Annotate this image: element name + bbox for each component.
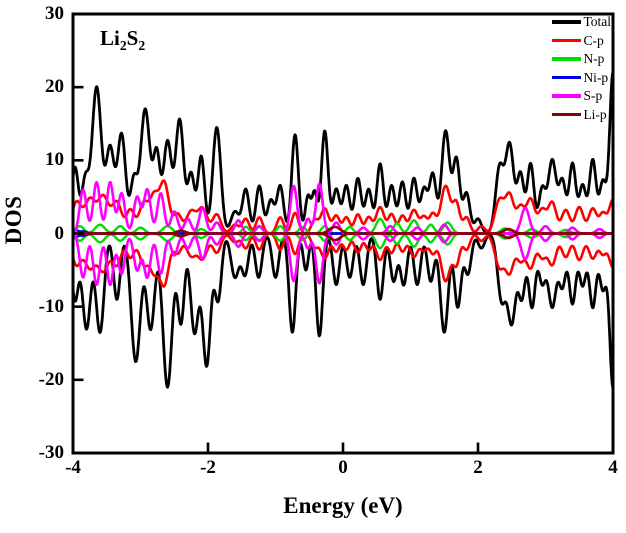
legend-item-s-p: S-p [552, 89, 611, 103]
y-tick-label-10: 10 [45, 149, 64, 171]
legend-line-sample [552, 38, 582, 43]
legend-item-ni-p: Ni-p [552, 69, 611, 85]
legend-label: S-p [583, 88, 603, 103]
legend-line-sample [552, 75, 582, 80]
legend-item-c-p: C-p [552, 32, 611, 48]
legend-item-n-p: N-p [552, 52, 611, 66]
legend-line-sample [552, 57, 582, 61]
dos-curves [74, 72, 612, 389]
legend-item-total: Total [552, 15, 611, 29]
y-tick-label--10: -10 [38, 295, 64, 317]
legend-label: Ni-p [583, 69, 609, 85]
series-total-spin-up [74, 72, 612, 234]
legend-label: C-p [583, 32, 604, 48]
legend-line-sample [552, 20, 582, 24]
x-tick-label-4: 4 [608, 457, 618, 478]
system-formula-label: Li2S2 [100, 26, 146, 54]
series-s-p-spin-down [74, 232, 612, 287]
legend-line-sample [552, 94, 582, 98]
x-tick-label--4: -4 [65, 457, 81, 478]
x-tick-label-2: 2 [473, 457, 483, 478]
legend-label: Li-p [583, 106, 607, 122]
y-tick-label--20: -20 [38, 368, 64, 390]
x-tick-label--2: -2 [200, 457, 216, 478]
series-total-spin-down [74, 233, 612, 389]
y-tick-label-20: 20 [45, 76, 64, 98]
x-axis-label: Energy (eV) [283, 493, 403, 518]
y-tick-label-30: 30 [45, 3, 64, 24]
y-tick-label-0: 0 [54, 222, 65, 244]
legend-label: N-p [583, 51, 605, 66]
y-tick-label--30: -30 [38, 442, 64, 463]
series-li-p-spin-down [74, 232, 612, 242]
series-s-p-spin-up [74, 180, 612, 235]
series-c-p-spin-up [74, 179, 612, 235]
legend-item-li-p: Li-p [552, 106, 611, 122]
axis-ticks [71, 12, 615, 455]
legend: Total C-p N-p Ni-p S-p Li-p [552, 15, 611, 122]
x-tick-label-0: 0 [338, 457, 348, 478]
series-c-p-spin-down [74, 232, 612, 288]
legend-label: Total [583, 14, 611, 29]
legend-line-sample [552, 112, 582, 117]
plot-frame [71, 12, 615, 455]
